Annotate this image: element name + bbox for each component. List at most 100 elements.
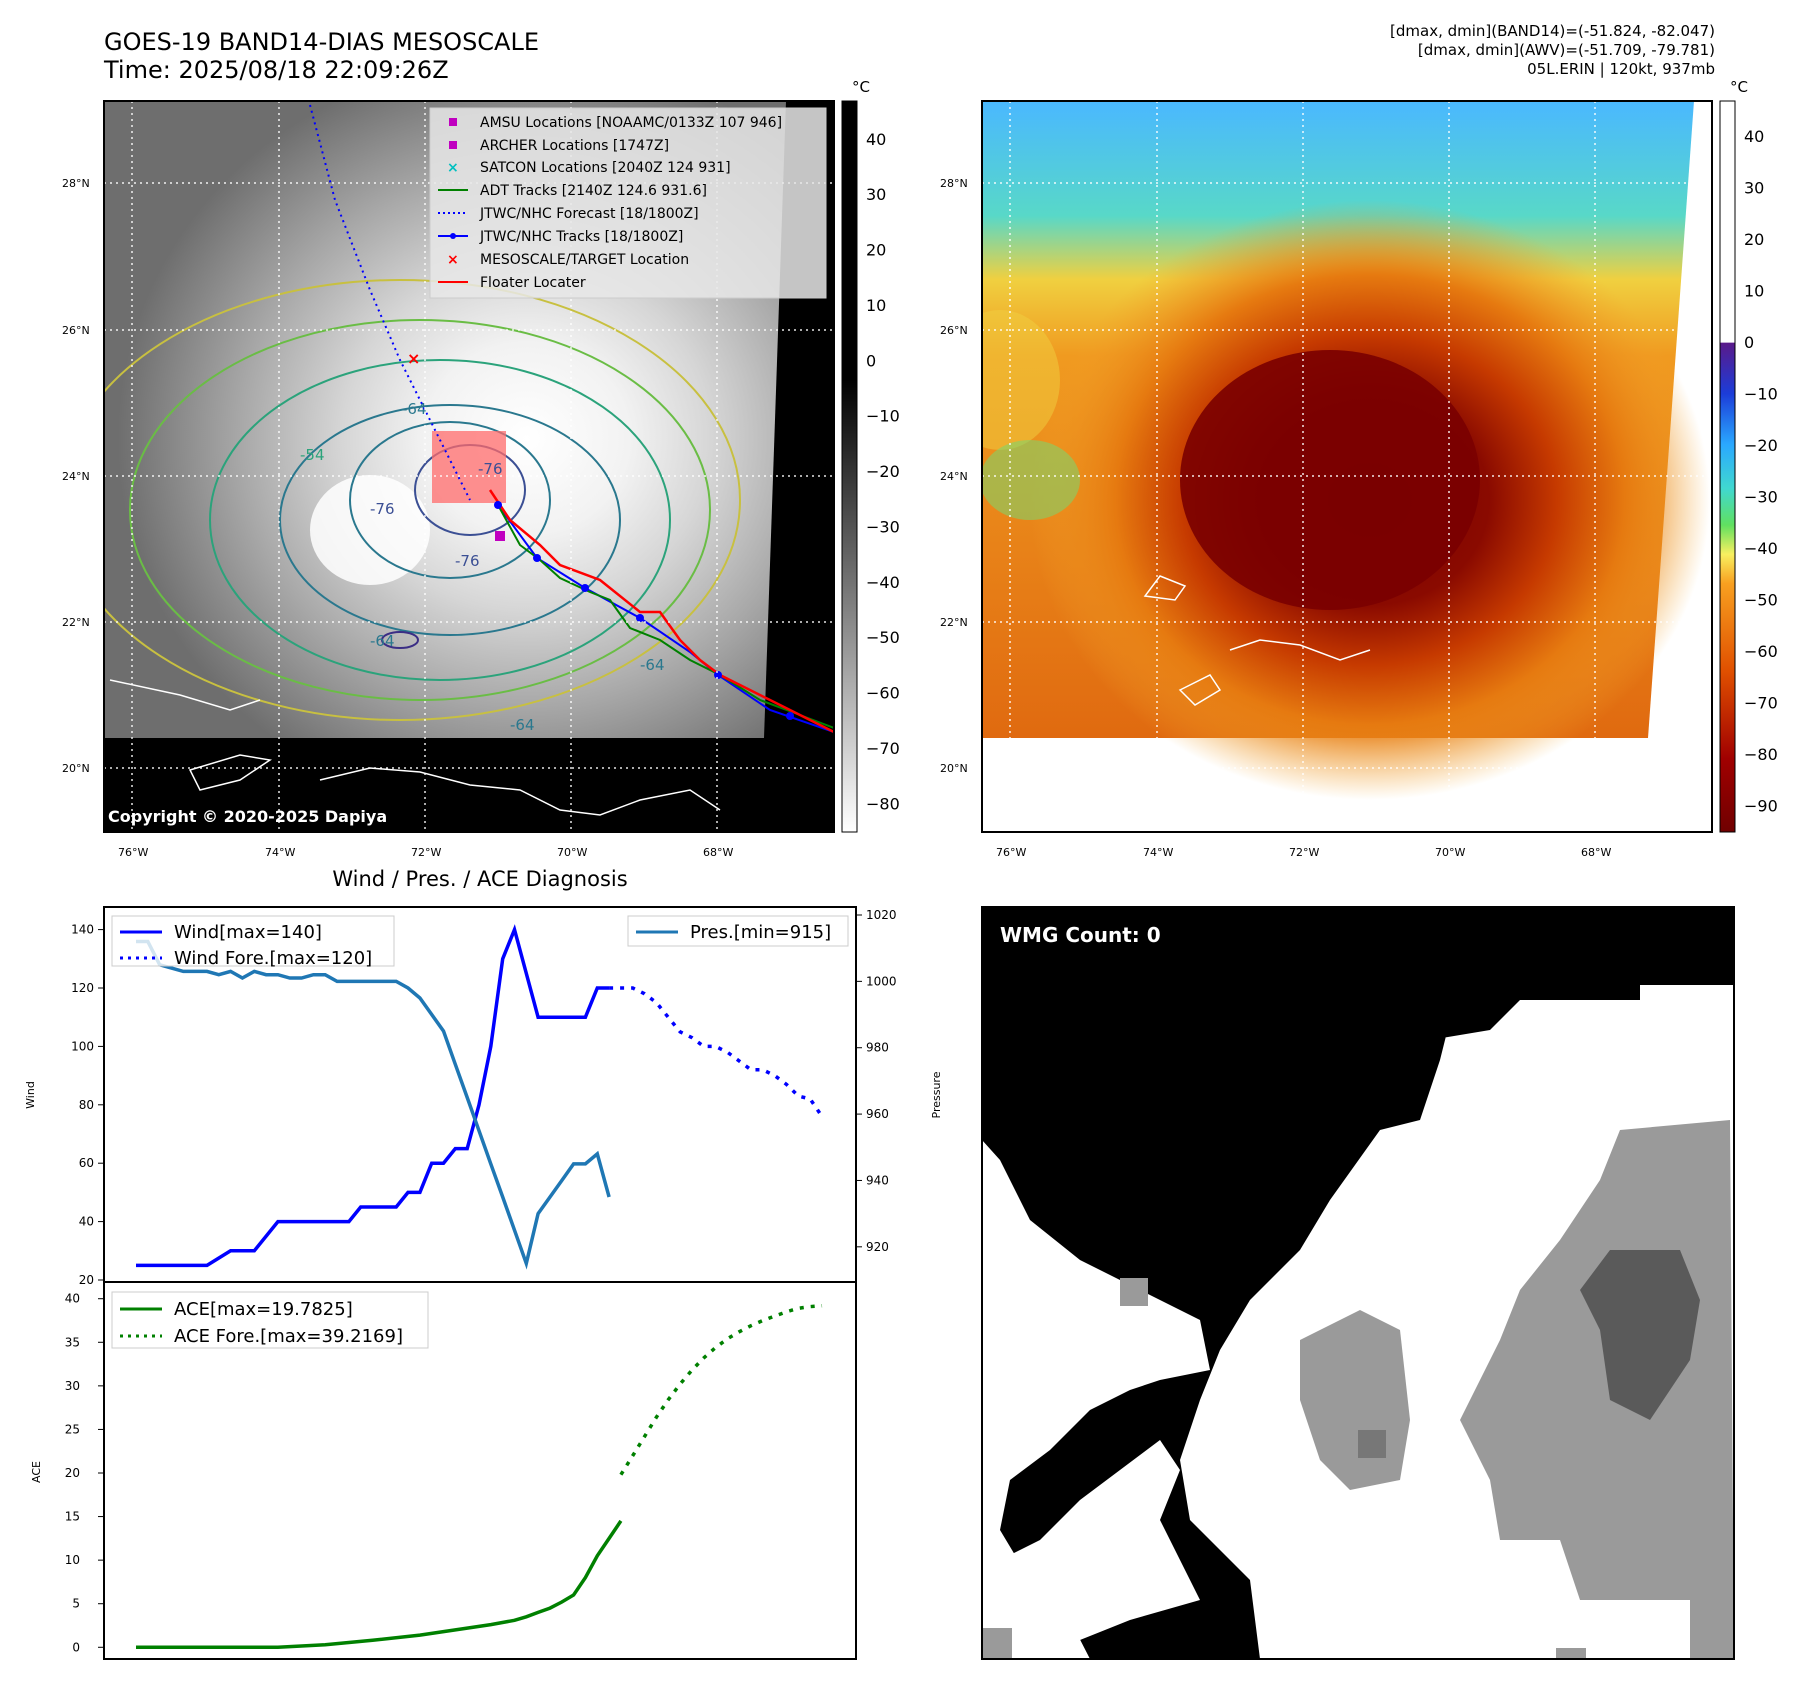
chart-title: GOES-19 BAND14-DIAS MESOSCALE [104, 28, 540, 56]
lon-label: 68°W [703, 846, 733, 859]
wind-tick-label: 100 [71, 1039, 94, 1053]
lon-label: 72°W [411, 846, 441, 859]
lon-label: 68°W [1581, 846, 1611, 859]
lon-label: 72°W [1289, 846, 1319, 859]
legend-wind-label: Wind[max=140] [174, 922, 322, 943]
contour-label: -76 [370, 500, 395, 518]
band14-range-info: [dmax, dmin](BAND14)=(-51.824, -82.047) [1390, 22, 1715, 40]
legend-label: MESOSCALE/TARGET Location [480, 252, 689, 268]
contour-label: -54 [300, 446, 325, 464]
legend-archer-icon [449, 141, 457, 149]
lat-label: 28°N [62, 177, 90, 190]
colorbar-tick: 0 [1744, 333, 1754, 352]
colorbar-unit: °C [1730, 78, 1748, 96]
wmg-panel-frame [981, 906, 1735, 1660]
chart-time: Time: 2025/08/18 22:09:26Z [104, 56, 449, 84]
legend-pres-label: Pres.[min=915] [690, 922, 831, 943]
colorbar-tick: −50 [866, 628, 900, 647]
colorbar-unit: °C [852, 78, 870, 96]
copyright-text: Copyright © 2020-2025 Dapiya [108, 807, 387, 826]
pressure-tick-label: 1020 [866, 908, 897, 922]
colorbar-tick: −60 [866, 684, 900, 703]
colorbar-tick: −10 [866, 407, 900, 426]
colorbar-tick: 20 [1744, 230, 1764, 249]
awv-panel-frame [981, 100, 1713, 833]
ace-tick-label: 15 [65, 1510, 80, 1524]
lon-label: 70°W [1435, 846, 1465, 859]
colorbar-tick: 20 [866, 241, 886, 260]
ir-panel-frame [103, 100, 835, 833]
legend-label: AMSU Locations [NOAAMC/0133Z 107 946] [480, 115, 782, 131]
colorbar-tick: 10 [866, 296, 886, 315]
contour-label: -64 [402, 400, 427, 418]
colorbar-tick: −20 [866, 462, 900, 481]
colorbar-tick: 10 [1744, 281, 1764, 300]
legend-target-icon: × [447, 252, 459, 268]
wind-axis-label: Wind [24, 1081, 37, 1109]
floater-path [488, 489, 834, 734]
awv-range-info: [dmax, dmin](AWV)=(-51.709, -79.781) [1417, 41, 1715, 59]
lat-label: 20°N [62, 762, 90, 775]
colorbar-tick: −20 [1744, 436, 1778, 455]
colorbar-tick: −70 [1744, 693, 1778, 712]
colorbar-tick: −80 [1744, 745, 1778, 764]
awv-axis-labels: 28°N 26°N 24°N 22°N 20°N 76°W 74°W 72°W … [940, 177, 1611, 859]
ace-tick-label: 25 [65, 1422, 80, 1436]
legend-label: ADT Tracks [2140Z 124.6 931.6] [480, 183, 707, 199]
pressure-tick-label: 920 [866, 1240, 889, 1254]
awv-satellite-image [982, 101, 1712, 832]
ace-axis-label: ACE [30, 1461, 43, 1483]
diagnosis-title: Wind / Pres. / ACE Diagnosis [332, 867, 627, 891]
lon-label: 74°W [265, 846, 295, 859]
colorbar-tick: 40 [1744, 127, 1764, 146]
lon-label: 76°W [996, 846, 1026, 859]
colorbar-tick: −30 [1744, 487, 1778, 506]
wind-series-line [136, 924, 610, 1268]
colorbar-tick: −70 [866, 739, 900, 758]
colorbar-tick: −10 [1744, 384, 1778, 403]
ace-series-line [136, 1519, 623, 1650]
colorbar-tick: 0 [866, 351, 876, 370]
ir-colorbar: °C [841, 78, 870, 833]
legend-ace-label: ACE[max=19.7825] [174, 1299, 353, 1320]
ace-tick-label: 40 [65, 1292, 80, 1306]
legend-label: Floater Locater [480, 275, 586, 291]
contour-label: -76 [455, 552, 480, 570]
ace-chart: 0 5 10 15 20 25 30 35 40 ACE ACE[max=19.7825] AC… [30, 1281, 857, 1660]
wind-pressure-chart: 20 40 60 80 100 120 140 920 940 960 980 1000 1020 W… [24, 906, 943, 1287]
ir-legend: AMSU Locations [NOAAMC/0133Z 107 946] AR… [429, 107, 827, 299]
archer-marker [495, 531, 505, 541]
legend-ace-fore-label: ACE Fore.[max=39.2169] [174, 1326, 403, 1347]
wmg-count-label: WMG Count: 0 [1000, 923, 1161, 947]
colorbar-tick: −80 [866, 794, 900, 813]
target-marker: × [407, 349, 420, 368]
colorbar-tick: −60 [1744, 642, 1778, 661]
floater-box [432, 431, 506, 503]
lon-label: 74°W [1143, 846, 1173, 859]
ace-tick-label: 35 [65, 1335, 80, 1349]
ace-tick-label: 30 [65, 1379, 80, 1393]
legend-satcon-icon: × [447, 160, 459, 176]
contour-label: -64 [510, 716, 535, 734]
storm-info: 05L.ERIN | 120kt, 937mb [1527, 60, 1715, 78]
pressure-axis-label: Pressure [930, 1071, 943, 1118]
pressure-tick-label: 960 [866, 1107, 889, 1121]
ace-forecast-series-line [619, 1303, 823, 1476]
pressure-series-line [136, 939, 611, 1270]
lat-label: 24°N [62, 470, 90, 483]
lat-label: 22°N [62, 616, 90, 629]
colorbar-tick: 30 [866, 185, 886, 204]
lat-label: 28°N [940, 177, 968, 190]
pressure-tick-label: 980 [866, 1041, 889, 1055]
colorbar-tick: −30 [866, 517, 900, 536]
lon-label: 70°W [557, 846, 587, 859]
ace-tick-label: 20 [65, 1466, 80, 1480]
wmg-panel [982, 907, 1734, 1659]
lat-label: 26°N [62, 324, 90, 337]
lat-label: 24°N [940, 470, 968, 483]
colorbar-tick: −90 [1744, 796, 1778, 815]
colorbar-tick: −40 [866, 573, 900, 592]
lat-label: 22°N [940, 616, 968, 629]
awv-colorbar: °C [1719, 78, 1748, 833]
